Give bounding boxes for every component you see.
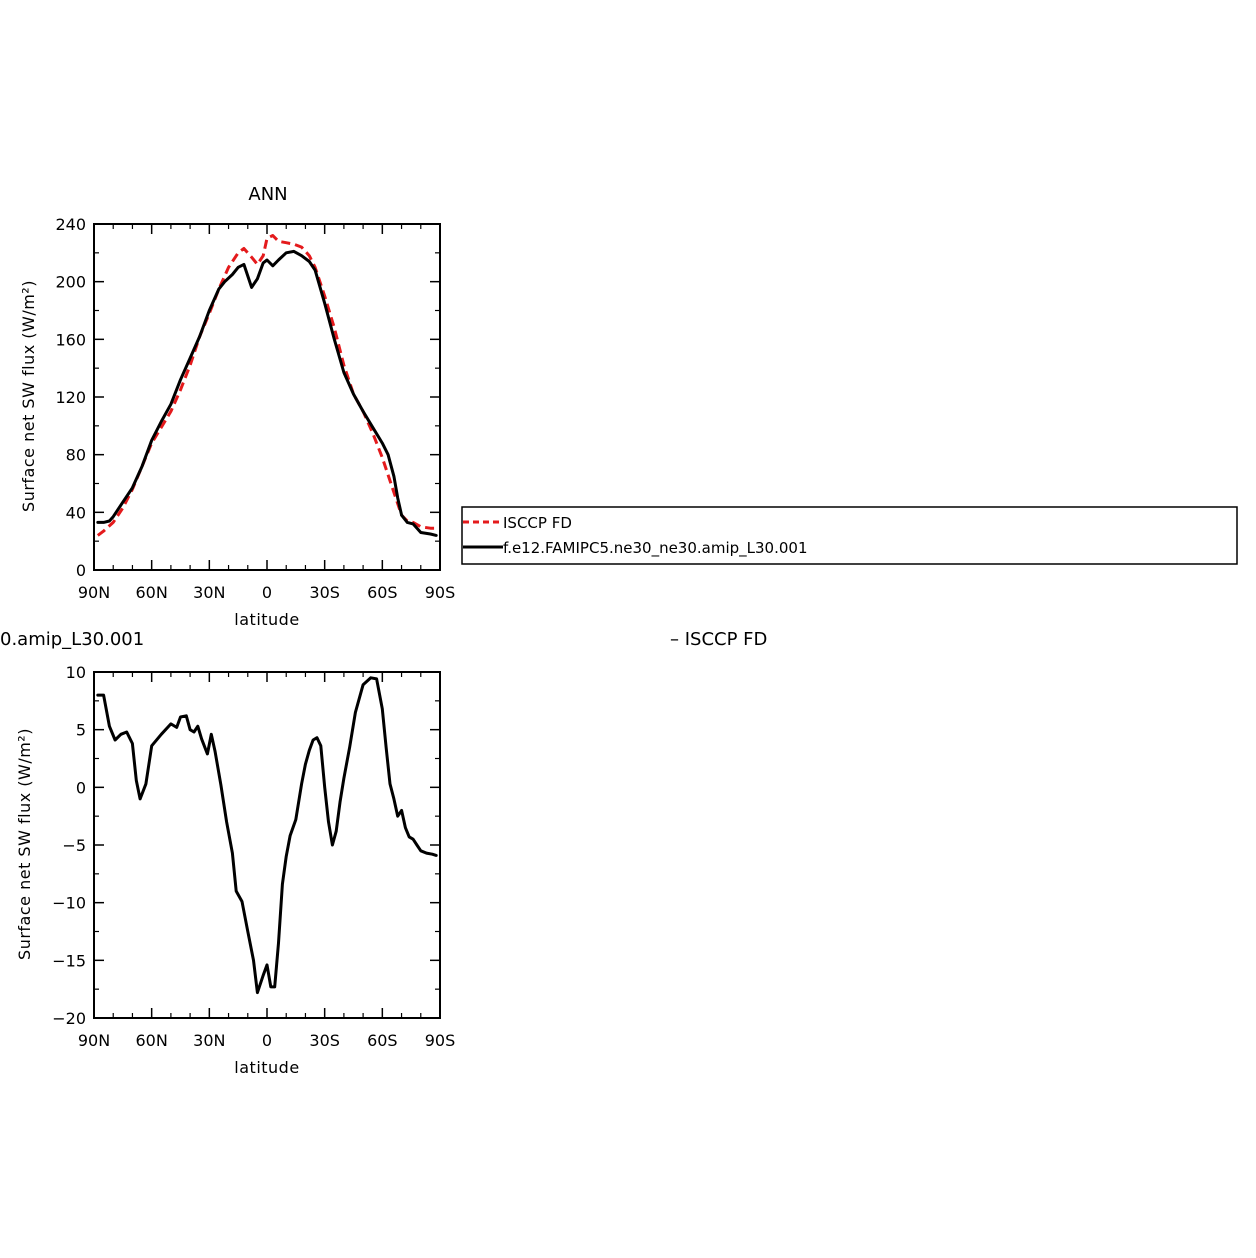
x-tick-label: 0 <box>262 583 272 602</box>
legend: ISCCP FD f.e12.FAMIPC5.ne30_ne30.amip_L3… <box>461 506 1238 565</box>
panel-bottom-ticks: 90N 60N 30N 0 30S 60S 90S −20 −15 −10 −5 0 5 10 <box>52 663 455 1050</box>
y-tick-label: −20 <box>52 1009 86 1028</box>
series-line-top-0 <box>96 234 437 537</box>
panel-top: ANN Surface net SW flux (W/m²) latitude … <box>19 184 455 629</box>
panel-top-ticks: 90N 60N 30N 0 30S 60S 90S 0 40 80 120 160 200 240 <box>55 215 455 602</box>
x-tick-label: 30N <box>193 583 225 602</box>
y-tick-label: 240 <box>55 215 86 234</box>
x-tick-label: 30S <box>309 583 340 602</box>
x-tick-label: 0 <box>262 1031 272 1050</box>
x-tick-label: 60N <box>136 1031 168 1050</box>
legend-label-model: f.e12.FAMIPC5.ne30_ne30.amip_L30.001 <box>503 539 808 558</box>
y-tick-label: −5 <box>62 836 86 855</box>
x-tick-label: 30S <box>309 1031 340 1050</box>
x-tick-label: 90N <box>78 583 110 602</box>
y-tick-label: 80 <box>66 446 86 465</box>
panel-top-title: ANN <box>248 184 287 205</box>
y-tick-label: 120 <box>55 388 86 407</box>
panel-bottom-x-axis-title: latitude <box>234 1058 299 1077</box>
x-tick-label: 60S <box>367 583 398 602</box>
x-tick-label: 60S <box>367 1031 398 1050</box>
x-tick-label: 90S <box>425 583 456 602</box>
series-line-bottom-0 <box>96 676 438 995</box>
panel-top-series <box>96 234 438 537</box>
x-tick-label: 90S <box>425 1031 456 1050</box>
panel-top-x-axis-title: latitude <box>234 610 299 629</box>
legend-label-isccp: ISCCP FD <box>503 514 572 532</box>
y-tick-label: 10 <box>66 663 86 682</box>
panel-bottom: 0.amip_L30.001 – ISCCP FD Surface net SW… <box>0 629 767 1077</box>
panel-bottom-title-right: – ISCCP FD <box>670 629 767 650</box>
y-tick-label: 200 <box>55 273 86 292</box>
x-tick-label: 30N <box>193 1031 225 1050</box>
x-tick-label: 90N <box>78 1031 110 1050</box>
y-tick-label: 160 <box>55 330 86 349</box>
panel-top-plot-frame <box>93 223 441 571</box>
y-tick-label: 0 <box>76 561 86 580</box>
panel-bottom-y-axis-title: Surface net SW flux (W/m²) <box>15 728 34 960</box>
series-line-top-1 <box>96 249 438 537</box>
y-tick-label: 0 <box>76 778 86 797</box>
panel-bottom-plot-frame <box>93 671 441 1019</box>
panel-bottom-series <box>96 676 438 995</box>
legend-box <box>461 506 1238 565</box>
y-tick-label: −10 <box>52 894 86 913</box>
y-tick-label: 40 <box>66 503 86 522</box>
panel-bottom-title-left: 0.amip_L30.001 <box>0 629 144 650</box>
panel-top-y-axis-title: Surface net SW flux (W/m²) <box>19 280 38 512</box>
y-tick-label: −15 <box>52 951 86 970</box>
y-tick-label: 5 <box>76 721 86 740</box>
x-tick-label: 60N <box>136 583 168 602</box>
